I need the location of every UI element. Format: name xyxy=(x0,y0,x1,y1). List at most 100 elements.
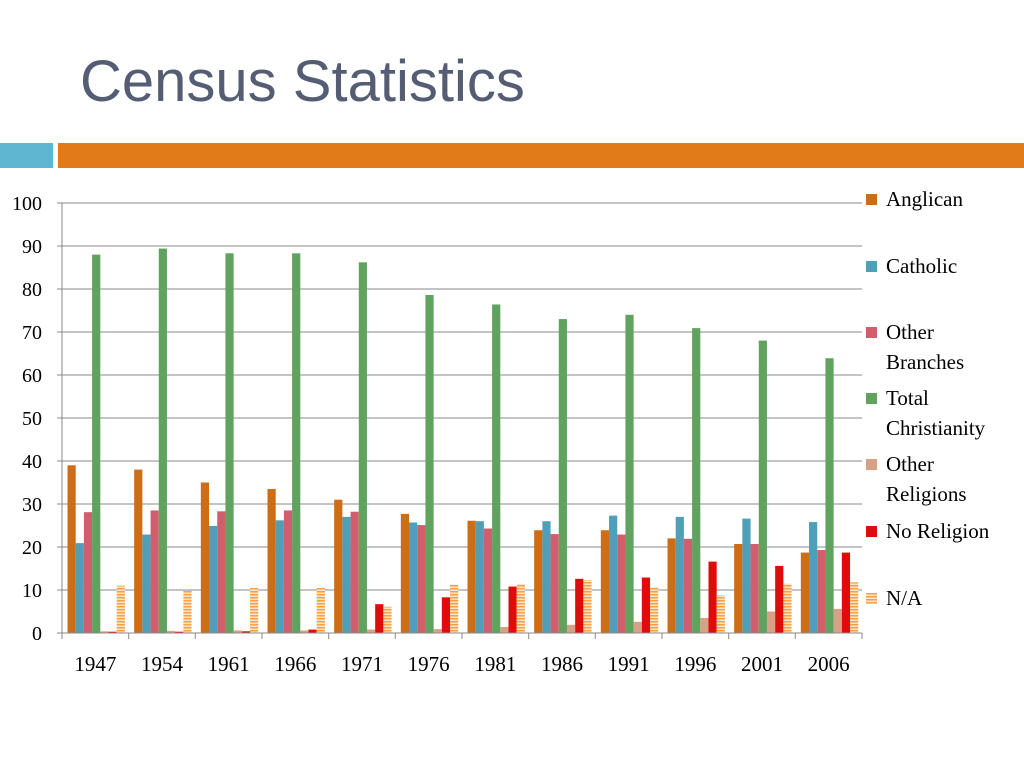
bar-n-a-2006 xyxy=(850,582,859,633)
bar-no-religion-1986 xyxy=(575,578,584,633)
bar-other-religions-1991 xyxy=(633,621,642,633)
bar-other-religions-1976 xyxy=(433,629,442,633)
y-tick-label: 40 xyxy=(22,451,42,473)
legend-swatch xyxy=(866,261,877,272)
bar-other-branches-1954 xyxy=(150,510,159,633)
bar-n-a-1961 xyxy=(250,587,259,633)
bar-catholic-1966 xyxy=(275,520,284,633)
y-tick-label: 60 xyxy=(22,365,42,387)
bar-catholic-1976 xyxy=(409,522,418,633)
bar-n-a-2001 xyxy=(783,583,792,633)
y-tick-label: 10 xyxy=(22,580,42,602)
bar-total-christianity-1966 xyxy=(292,253,301,633)
bar-anglican-1966 xyxy=(267,488,276,633)
bar-anglican-1954 xyxy=(134,469,143,633)
bar-other-branches-1986 xyxy=(550,534,559,633)
bar-anglican-1981 xyxy=(467,520,476,633)
bar-other-branches-1966 xyxy=(283,510,293,633)
bar-no-religion-1961 xyxy=(241,631,251,633)
accent-bar-orange xyxy=(58,143,1024,168)
bar-n-a-1986 xyxy=(583,580,592,633)
bar-anglican-2001 xyxy=(734,543,743,633)
y-tick-label: 0 xyxy=(32,623,42,645)
y-tick-label: 90 xyxy=(22,236,42,258)
bar-anglican-1976 xyxy=(400,513,410,633)
x-tick-label: 1996 xyxy=(674,652,716,676)
bar-other-religions-1961 xyxy=(233,630,242,633)
bar-n-a-1954 xyxy=(183,590,192,633)
bar-no-religion-1966 xyxy=(308,629,317,633)
legend-swatch xyxy=(866,526,877,537)
y-tick-label: 30 xyxy=(22,494,42,516)
legend-swatch xyxy=(866,194,877,205)
bar-other-religions-1947 xyxy=(100,631,109,633)
bar-other-branches-1976 xyxy=(417,525,426,633)
x-tick-label: 1981 xyxy=(474,652,516,676)
bar-catholic-1971 xyxy=(342,516,351,633)
bar-n-a-1991 xyxy=(650,587,659,633)
x-tick-label: 1966 xyxy=(274,652,316,676)
bar-catholic-1961 xyxy=(209,525,218,633)
bar-total-christianity-1954 xyxy=(158,248,167,633)
legend-label: N/A xyxy=(886,586,923,610)
bar-other-branches-1947 xyxy=(83,512,93,633)
bar-other-branches-2001 xyxy=(750,543,759,633)
x-tick-label: 1976 xyxy=(408,652,450,676)
bar-catholic-1996 xyxy=(675,516,684,633)
bar-no-religion-1991 xyxy=(641,577,651,633)
bar-total-christianity-1986 xyxy=(558,319,567,633)
bar-no-religion-1954 xyxy=(175,631,184,633)
bar-other-branches-1971 xyxy=(350,511,359,633)
bar-catholic-1991 xyxy=(609,515,618,633)
bar-n-a-1971 xyxy=(383,606,392,633)
bar-catholic-1986 xyxy=(542,521,551,633)
bar-total-christianity-1981 xyxy=(492,304,501,633)
bar-no-religion-1981 xyxy=(508,586,517,633)
bar-total-christianity-1976 xyxy=(425,295,434,633)
x-tick-label: 1986 xyxy=(541,652,583,676)
bar-total-christianity-1961 xyxy=(225,253,234,633)
bar-other-religions-2001 xyxy=(766,611,776,633)
y-tick-label: 20 xyxy=(22,537,42,559)
y-tick-label: 70 xyxy=(22,322,42,344)
bar-n-a-1981 xyxy=(516,583,525,633)
x-tick-label: 1971 xyxy=(341,652,383,676)
bar-anglican-1947 xyxy=(67,465,76,633)
bar-catholic-2006 xyxy=(809,522,818,633)
x-tick-label: 1947 xyxy=(74,652,116,676)
bar-total-christianity-1996 xyxy=(692,328,701,633)
legend-swatch xyxy=(866,593,877,604)
accent-bar-blue xyxy=(0,143,53,168)
legend-label: No Religion xyxy=(886,519,990,543)
legend-label: Anglican xyxy=(886,187,963,211)
legend-label: Catholic xyxy=(886,254,958,278)
bar-other-religions-1954 xyxy=(166,630,176,633)
bar-other-branches-1996 xyxy=(683,538,693,633)
bar-total-christianity-2006 xyxy=(825,358,834,633)
x-tick-label: 1954 xyxy=(141,652,184,676)
x-tick-label: 1961 xyxy=(208,652,250,676)
bar-no-religion-2001 xyxy=(775,565,784,633)
bar-n-a-1966 xyxy=(316,587,325,633)
bar-other-religions-1981 xyxy=(500,626,509,633)
bar-other-branches-1991 xyxy=(617,534,626,633)
x-tick-label: 2001 xyxy=(741,652,783,676)
bar-other-religions-1966 xyxy=(300,630,309,633)
bar-total-christianity-2001 xyxy=(758,340,767,633)
bar-catholic-1947 xyxy=(75,543,84,633)
bar-anglican-1986 xyxy=(534,530,543,633)
bar-anglican-1961 xyxy=(200,482,210,633)
bar-total-christianity-1971 xyxy=(358,262,367,633)
bar-catholic-2001 xyxy=(742,518,751,633)
legend-label: Other Branches xyxy=(886,320,965,374)
bar-anglican-1996 xyxy=(667,538,676,633)
bar-n-a-1996 xyxy=(716,595,725,633)
y-tick-label: 80 xyxy=(22,279,42,301)
bar-anglican-1971 xyxy=(334,499,343,633)
bar-n-a-1947 xyxy=(116,585,125,633)
bar-no-religion-1996 xyxy=(708,561,717,633)
bar-catholic-1954 xyxy=(142,534,151,633)
bar-anglican-2006 xyxy=(800,552,810,633)
bar-no-religion-1976 xyxy=(441,597,451,633)
